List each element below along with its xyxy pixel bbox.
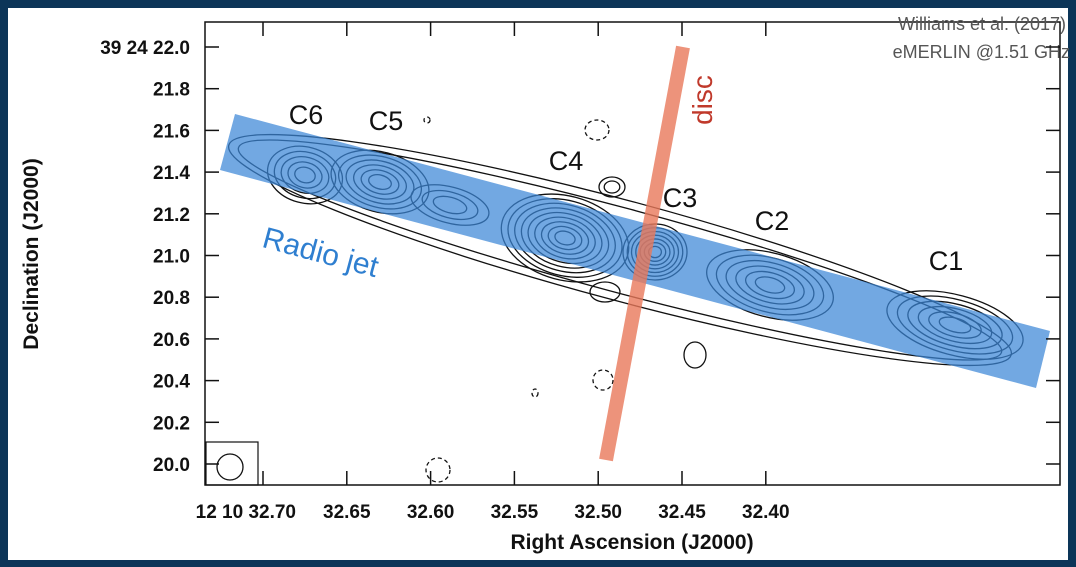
x-tick-label: 32.55: [491, 502, 539, 523]
y-tick-label: 20.4: [153, 372, 190, 393]
figure: Radio jet disc Williams et al. (2017) eM…: [0, 0, 1076, 567]
component-label: C2: [755, 206, 790, 236]
x-tick-label: 32.50: [574, 502, 622, 523]
x-tick-label: 12 10 32.70: [196, 502, 296, 523]
y-tick-label: 39 24 22.0: [100, 38, 190, 59]
x-tick-label: 32.45: [658, 502, 706, 523]
y-tick-label: 21.6: [153, 121, 190, 142]
component-label: C3: [663, 183, 698, 213]
x-tick-label: 32.40: [742, 502, 790, 523]
component-label: C5: [369, 106, 404, 136]
component-label: C4: [549, 146, 584, 176]
y-tick-label: 20.2: [153, 413, 190, 434]
y-tick-label: 20.0: [153, 455, 190, 476]
x-tick-label: 32.65: [323, 502, 371, 523]
y-tick-label: 21.2: [153, 205, 190, 226]
component-label: C6: [289, 100, 324, 130]
page: {"figure": { "y_axis_label": "Declinatio…: [0, 0, 1076, 567]
x-tick-label: 32.60: [407, 502, 455, 523]
credit: eMERLIN @1.51 GHz: [893, 42, 1070, 62]
y-axis-title: Declination (J2000): [20, 158, 43, 349]
x-axis-title: Right Ascension (J2000): [510, 531, 753, 554]
y-tick-label: 21.4: [153, 163, 190, 184]
y-tick-label: 20.8: [153, 288, 190, 309]
disc-label: disc: [687, 75, 718, 125]
component-label: C1: [929, 246, 964, 276]
y-tick-label: 20.6: [153, 330, 190, 351]
credit: Williams et al. (2017): [898, 14, 1066, 34]
y-tick-label: 21.0: [153, 247, 190, 268]
y-tick-label: 21.8: [153, 80, 190, 101]
